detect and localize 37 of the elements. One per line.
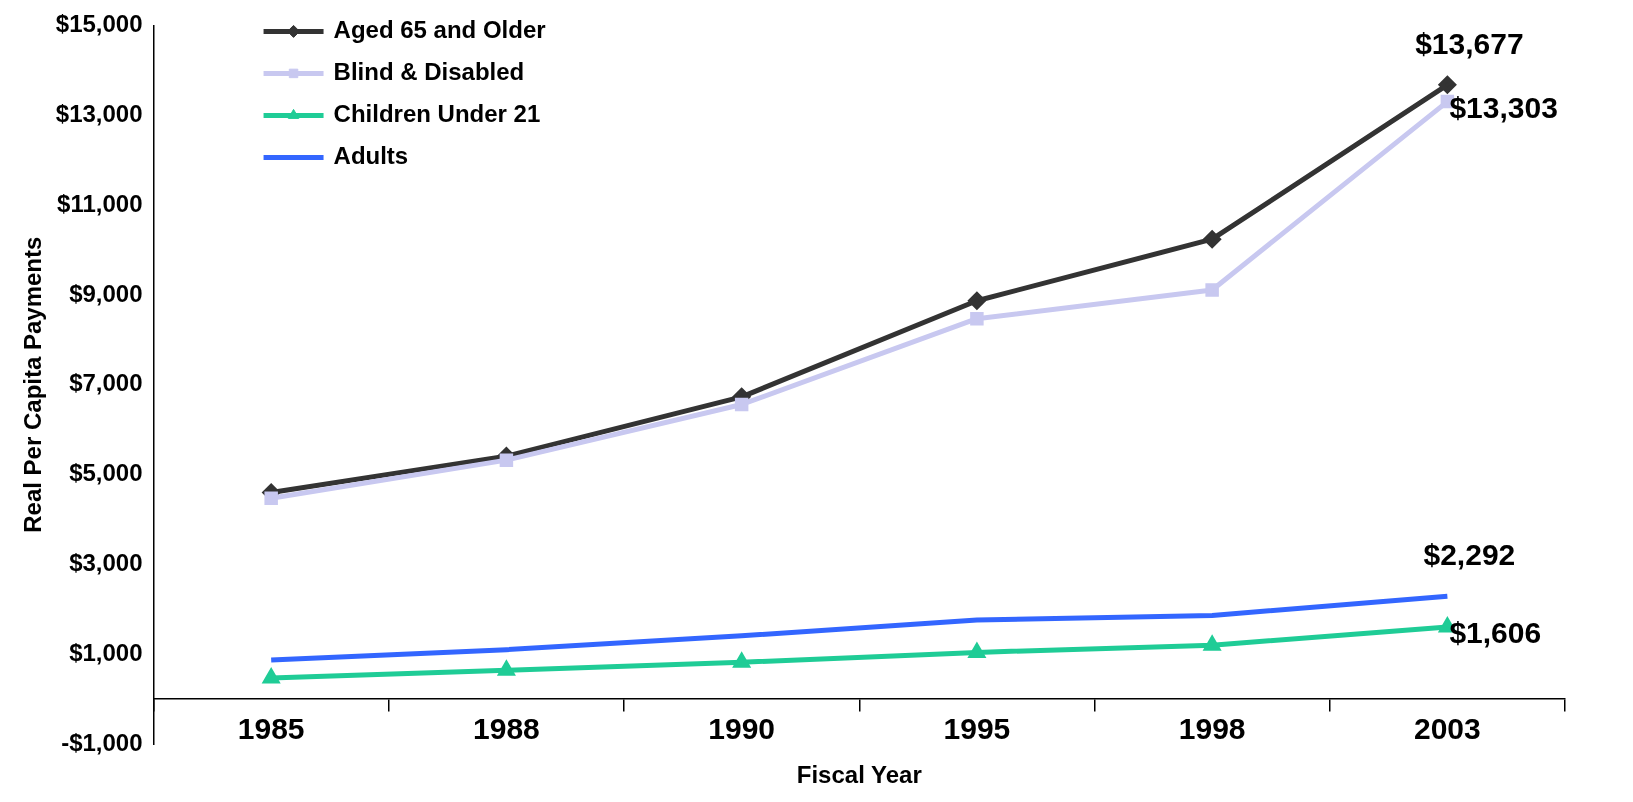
y-tick-label: $13,000 xyxy=(55,99,143,127)
y-tick-label: -$1,000 xyxy=(61,728,143,756)
y-tick-label: $7,000 xyxy=(69,369,143,397)
x-tick-label: 1998 xyxy=(1178,712,1246,746)
x-tick-label: 2003 xyxy=(1414,712,1481,746)
data-label: $2,292 xyxy=(1423,538,1516,572)
y-tick-label: $5,000 xyxy=(69,459,143,487)
legend-label: Aged 65 and Older xyxy=(333,16,546,44)
point xyxy=(732,651,751,668)
y-tick-label: $11,000 xyxy=(57,189,143,217)
y-tick-label: $9,000 xyxy=(69,279,143,307)
point xyxy=(1202,634,1222,651)
data-label: $13,677 xyxy=(1415,27,1524,61)
y-tick-label: $1,000 xyxy=(69,638,143,666)
point xyxy=(497,659,516,676)
x-tick-label: 1985 xyxy=(237,712,305,746)
legend-label: Blind & Disabled xyxy=(333,58,525,86)
point xyxy=(1203,230,1221,248)
legend-label: Adults xyxy=(333,142,409,170)
point xyxy=(264,491,278,506)
x-tick-label: 1988 xyxy=(473,712,540,746)
legend-label: Children Under 21 xyxy=(333,100,541,128)
data-label: $13,303 xyxy=(1449,90,1558,124)
point xyxy=(968,292,986,310)
data-label: $1,606 xyxy=(1449,616,1542,650)
point xyxy=(967,641,987,658)
y-axis-title: Real Per Capita Payments xyxy=(19,236,47,533)
point xyxy=(1205,283,1219,297)
y-tick-label: $3,000 xyxy=(69,548,143,576)
x-tick-label: 1990 xyxy=(708,712,776,746)
point xyxy=(734,397,749,412)
point xyxy=(970,311,984,326)
x-tick-label: 1995 xyxy=(943,712,1011,746)
x-axis-title: Fiscal Year xyxy=(796,760,922,788)
point xyxy=(499,453,514,467)
y-tick-label: $15,000 xyxy=(55,10,143,38)
point xyxy=(1438,76,1456,94)
